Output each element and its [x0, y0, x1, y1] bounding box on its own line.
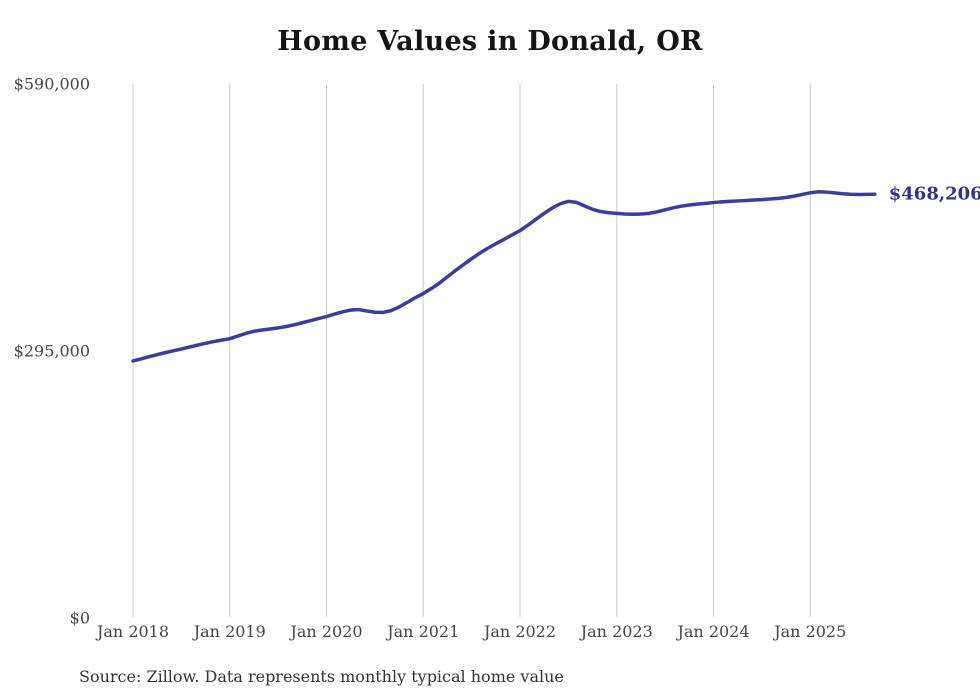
source-note: Source: Zillow. Data represents monthly …	[79, 667, 564, 686]
x-tick-jan-2018: Jan 2018	[96, 622, 170, 641]
y-tick-590000: $590,000	[13, 74, 90, 94]
chart-title: Home Values in Donald, OR	[277, 26, 703, 57]
x-tick-jan-2024: Jan 2024	[677, 622, 750, 641]
x-tick-jan-2021: Jan 2021	[387, 622, 460, 641]
current-value-label: $468,206	[888, 183, 980, 205]
x-tick-jan-2020: Jan 2020	[290, 622, 363, 641]
y-tick-0: $0	[69, 608, 90, 628]
x-tick-jan-2025: Jan 2025	[774, 622, 847, 641]
home-value-line	[131, 190, 877, 363]
x-tick-jan-2023: Jan 2023	[580, 622, 653, 641]
y-tick-295000: $295,000	[13, 341, 90, 361]
gridlines	[132, 84, 811, 617]
x-tick-jan-2019: Jan 2019	[193, 622, 266, 641]
x-tick-jan-2022: Jan 2022	[483, 622, 557, 641]
